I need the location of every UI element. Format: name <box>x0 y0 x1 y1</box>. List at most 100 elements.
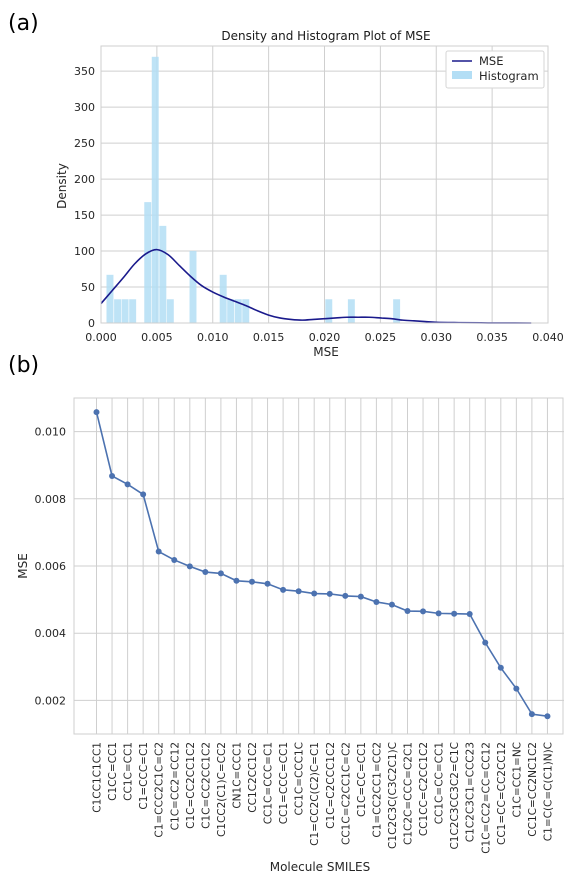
b-x-tick-label: C1CC1C1CC1 <box>92 742 104 813</box>
a-histogram-bar <box>144 202 152 323</box>
density-histogram-chart: 0.000 0.005 0.010 0.015 0.020 0.025 0.030 0.035… <box>55 29 564 359</box>
a-x-tick-label: 0.035 <box>476 331 508 344</box>
b-x-tick-label: C1C=CC2=CC12 <box>169 742 181 830</box>
a-y-tick-label: 150 <box>74 209 95 222</box>
b-y-tick-label: 0.002 <box>35 694 67 707</box>
b-plot-frame <box>73 397 564 735</box>
a-histogram-bar <box>151 56 159 323</box>
b-y-tick-label: 0.010 <box>35 426 67 439</box>
b-x-tick-label: CC1=CCC=CC1 <box>278 742 290 824</box>
b-x-tick-label: C1C2C3CC3C2=C1C <box>449 742 461 850</box>
a-y-ticks: 0 50 100 150 200 250 300 350 <box>74 65 95 330</box>
a-legend-histogram: Histogram <box>479 69 539 83</box>
b-data-point <box>373 598 380 605</box>
b-x-tick-label: CC1C=CCC=C1 <box>263 742 275 824</box>
b-data-point <box>357 593 364 600</box>
a-histogram-bar <box>227 299 235 323</box>
b-data-point <box>388 601 395 608</box>
b-x-tick-label: CC1C=CCC1C <box>294 742 306 815</box>
b-data-point <box>482 639 489 646</box>
a-y-tick-label: 350 <box>74 65 95 78</box>
b-data-point <box>466 611 473 618</box>
b-y-tick-label: 0.004 <box>35 627 67 640</box>
b-x-tick-label: CC1C=CC2NC1C2 <box>527 742 539 837</box>
a-x-tick-label: 0.020 <box>309 331 341 344</box>
a-x-tick-label: 0.010 <box>197 331 229 344</box>
a-x-tick-label: 0.040 <box>532 331 564 344</box>
a-x-axis-label: MSE <box>313 345 339 359</box>
b-x-tick-label: CC1C=C2CC1C=C2 <box>340 742 352 845</box>
a-y-axis-label: Density <box>55 163 69 209</box>
b-x-tick-label: CC1C2CC1C2 <box>247 742 259 813</box>
b-data-point <box>233 577 240 584</box>
b-x-axis-label: Molecule SMILES <box>270 860 371 874</box>
a-histogram-bar <box>189 251 197 323</box>
b-x-tick-label: C1C=CC2CC1C2 <box>200 742 212 829</box>
b-x-tick-label: C1=CCC=C1 <box>138 742 150 810</box>
b-x-tick-label: C1=CC2CC1=CC2 <box>371 742 383 838</box>
b-data-point <box>155 548 162 555</box>
a-legend: MSE Histogram <box>445 50 545 89</box>
b-data-point <box>124 481 131 488</box>
b-data-point <box>171 556 178 563</box>
b-x-tick-label: C1C=C2CCC1C2 <box>325 742 337 829</box>
b-y-ticks: 0.002 0.004 0.006 0.008 0.010 <box>35 426 67 708</box>
a-x-ticks: 0.000 0.005 0.010 0.015 0.020 0.025 0.030 0.035… <box>85 331 564 344</box>
a-histogram-bar <box>325 299 333 323</box>
b-x-tick-label: C1C2C=CCC=C2C1 <box>403 742 415 845</box>
a-histogram-bar <box>159 225 167 323</box>
a-histogram-bar <box>121 299 129 323</box>
a-y-tick-label: 100 <box>74 245 95 258</box>
a-y-tick-label: 200 <box>74 173 95 186</box>
b-data-point <box>280 586 287 593</box>
b-x-tick-label: C1C=CC2CC1C2 <box>185 742 197 829</box>
a-histogram-bars <box>106 56 401 323</box>
a-y-tick-label: 0 <box>88 317 95 330</box>
a-y-tick-label: 250 <box>74 137 95 150</box>
a-histogram-bar <box>242 299 250 323</box>
a-histogram-bar <box>219 274 227 323</box>
b-data-point <box>326 590 333 597</box>
a-y-tick-label: 50 <box>81 281 95 294</box>
b-x-ticks: C1CC1C1CC1 C1CC=CC1 CC1C=CC1 C1=CCC=C1 C1=CC… <box>92 742 555 854</box>
a-legend-bar-swatch <box>452 71 472 79</box>
b-x-tick-label: C1=C(C=C(C1)N)C <box>542 742 554 841</box>
a-histogram-bar <box>347 299 355 323</box>
b-x-tick-label: C1C=CC=CC1 <box>356 742 368 817</box>
a-x-tick-label: 0.015 <box>253 331 285 344</box>
a-x-tick-label: 0.025 <box>365 331 397 344</box>
b-data-point <box>93 409 100 416</box>
b-data-point <box>497 664 504 671</box>
b-data-point <box>451 610 458 617</box>
a-histogram-bar <box>129 299 137 323</box>
b-x-tick-label: CC1CC=C2CC1C2 <box>418 742 430 836</box>
a-histogram-bar <box>393 299 401 323</box>
b-data-point <box>186 563 193 570</box>
a-histogram-bar <box>106 274 114 323</box>
b-x-tick-label: C1C2C3C(C3C2C1)C <box>387 742 399 849</box>
b-gridlines <box>74 398 564 734</box>
b-points <box>93 409 551 720</box>
b-data-point <box>420 608 427 615</box>
b-x-tick-label: C1=CC2C(C2)C=C1 <box>309 742 321 846</box>
b-series-line <box>95 411 548 717</box>
a-histogram-bar <box>166 299 174 323</box>
b-data-point <box>311 590 318 597</box>
b-x-tick-label: CC1=CC=CC2CC12 <box>496 742 508 845</box>
b-data-point <box>202 569 209 576</box>
b-y-tick-label: 0.006 <box>35 560 67 573</box>
b-x-tick-label: C1CC2(C1)C=CC2 <box>216 742 228 837</box>
b-data-point <box>435 610 442 617</box>
a-histogram-bar <box>234 299 242 323</box>
b-data-point <box>342 592 349 599</box>
b-x-tick-label: C1C2C3C1=CCC23 <box>465 742 477 842</box>
b-x-tick-label: C1C=CC1=NC <box>511 742 523 817</box>
panel-label-a: (a) <box>8 11 39 36</box>
a-x-tick-label: 0.030 <box>421 331 453 344</box>
b-data-point <box>217 570 224 577</box>
b-data-point <box>544 713 551 720</box>
b-y-tick-label: 0.008 <box>35 493 67 506</box>
b-x-tick-label: C1=CCC2C1C=C2 <box>154 742 166 838</box>
panel-label-b: (b) <box>8 353 39 378</box>
